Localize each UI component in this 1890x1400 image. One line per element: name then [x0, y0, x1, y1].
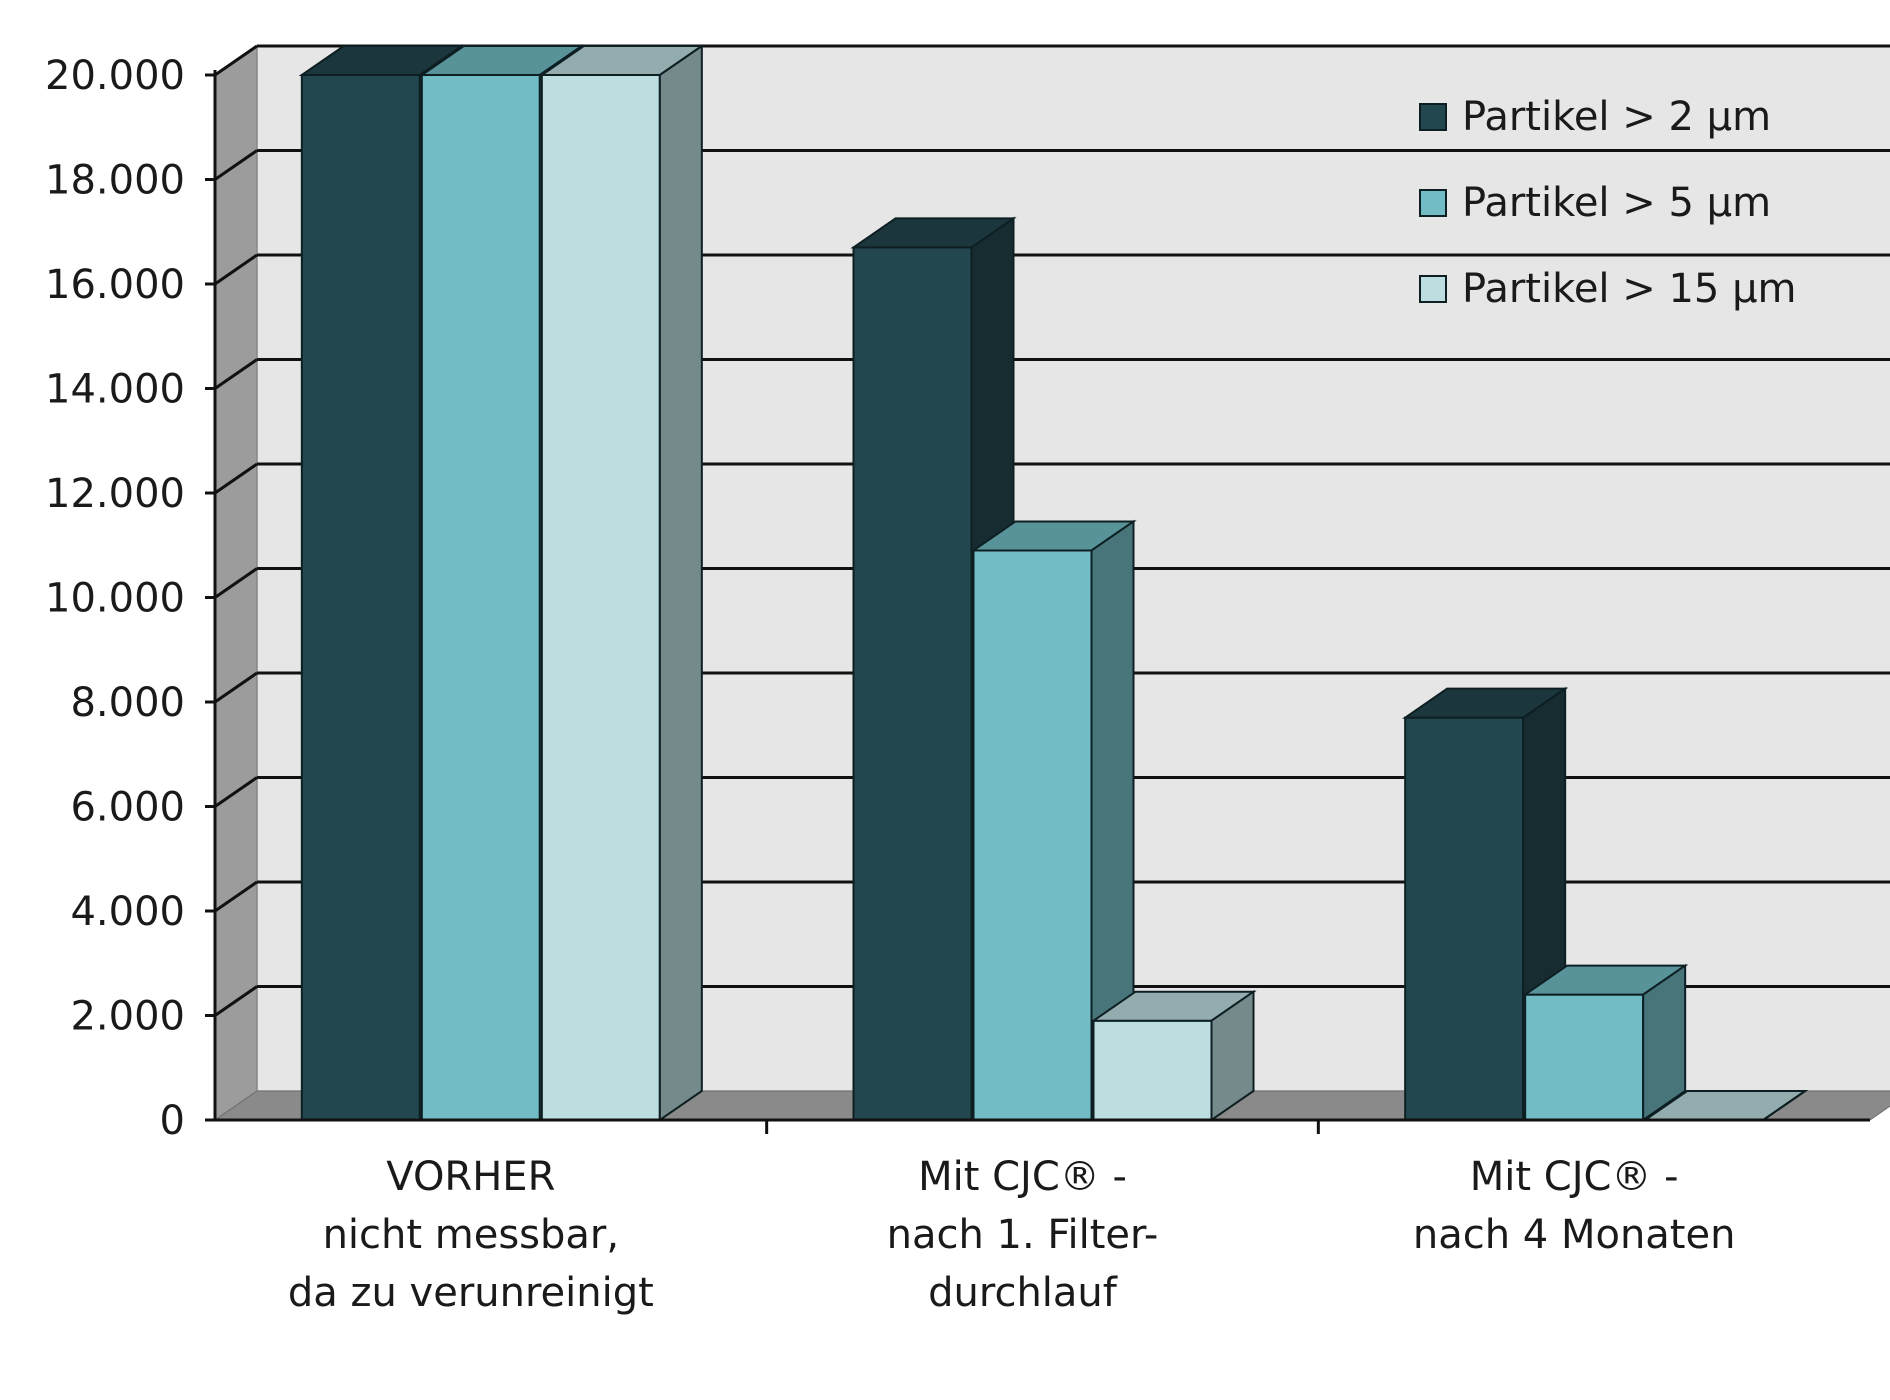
bars [298, 44, 1809, 1122]
gridline-side [214, 149, 258, 181]
x-category-label: nach 4 Monaten [1413, 1212, 1736, 1258]
gridline-side [214, 567, 258, 599]
bar-front [1524, 993, 1645, 1121]
bar-side [1762, 1090, 1806, 1121]
y-tick-label: 0 [160, 1098, 185, 1144]
bar-side [658, 44, 703, 1122]
bar-front [1092, 1019, 1213, 1121]
x-category-label: da zu verunreinigt [288, 1270, 654, 1316]
y-tick-label: 8.000 [70, 680, 185, 726]
bar-front [540, 74, 661, 1121]
x-category-label: nach 1. Filter- [887, 1212, 1159, 1258]
bar-front [972, 549, 1093, 1121]
bar-front [852, 246, 973, 1122]
gridline-side [214, 671, 258, 704]
gridline-side [214, 358, 258, 390]
y-tick-label: 2.000 [70, 994, 185, 1040]
x-axis-labels: VORHER nicht messbar, da zu verunreinigt Mi… [288, 1154, 1736, 1316]
gridline-side [214, 253, 258, 286]
gridline-side [214, 880, 258, 913]
gridline-side [214, 44, 258, 77]
y-tick-label: 16.000 [45, 262, 185, 308]
gridline-side [214, 985, 258, 1017]
y-tick-label: 10.000 [45, 576, 185, 622]
gridline-side [214, 776, 258, 808]
y-tick-label: 18.000 [45, 158, 185, 204]
legend-label: Partikel > 2 µm [1462, 94, 1771, 140]
bar-front [1404, 716, 1525, 1121]
legend-label: Partikel > 5 µm [1462, 180, 1771, 226]
y-tick-label: 20.000 [45, 53, 185, 99]
x-category-label: durchlauf [928, 1270, 1118, 1316]
x-category-label: VORHER [386, 1154, 555, 1200]
legend: Partikel > 2 µm Partikel > 5 µm Partikel >… [1419, 94, 1797, 312]
bar [538, 44, 706, 1122]
y-tick-label: 14.000 [45, 367, 185, 413]
bar-front [420, 74, 541, 1121]
bar-front [300, 74, 421, 1121]
bar [1521, 963, 1689, 1122]
x-category-label: nicht messbar, [323, 1212, 620, 1258]
x-category-label: Mit CJC® - [1470, 1154, 1679, 1200]
bar-side [1210, 989, 1255, 1122]
legend-label: Partikel > 15 µm [1462, 266, 1797, 312]
bar [1090, 989, 1257, 1122]
gridline-side [214, 462, 258, 495]
legend-swatch [1419, 275, 1447, 303]
y-tick-label: 4.000 [70, 889, 185, 935]
axes [205, 70, 1870, 1134]
y-tick-label: 12.000 [45, 471, 185, 517]
y-tick-label: 6.000 [70, 785, 185, 831]
y-axis-ticks: 0 2.000 4.000 6.000 8.000 10.000 12.000 14.000 1… [45, 53, 185, 1144]
legend-swatch [1419, 189, 1447, 217]
bar-side [1642, 963, 1687, 1122]
x-category-label: Mit CJC® - [918, 1154, 1127, 1200]
legend-swatch [1419, 103, 1447, 131]
